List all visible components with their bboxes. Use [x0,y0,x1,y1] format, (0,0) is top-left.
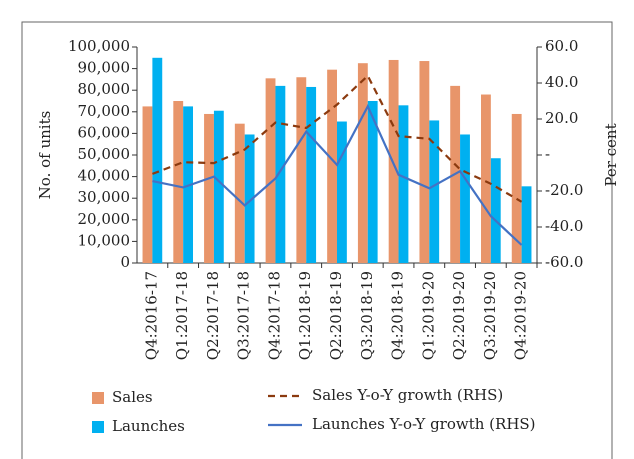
bar [460,134,470,263]
bar [429,120,440,263]
y-tick-label: 30,000 [78,188,131,206]
legend-swatch [92,392,104,404]
x-tick-label: Q1:2019-20 [419,271,437,360]
bar [398,105,409,263]
y2-tick-label: - [545,145,550,163]
x-tick-label: Q3:2018-19 [358,271,376,360]
x-tick-label: Q2:2018-19 [327,271,345,360]
y-tick-label: 0 [120,253,130,271]
y-tick-label: 10,000 [78,231,131,249]
y-tick-label: 20,000 [78,210,131,228]
bar [490,158,501,263]
x-tick-label: Q1:2018-19 [296,271,314,360]
legend-swatch [92,421,104,433]
bar [213,110,224,263]
y-axis-label: No. of units [36,111,54,200]
bar [419,61,430,263]
bar [204,113,214,264]
x-tick-label: Q3:2019-20 [481,271,499,360]
y-tick-label: 40,000 [78,167,131,185]
x-tick-label: Q1:2017-18 [173,271,191,360]
bar [152,57,163,263]
y-tick-label: 100,000 [68,37,130,55]
bar [296,77,307,264]
line [151,73,523,203]
y2-tick-label: 60.0 [545,37,578,55]
x-tick-label: Q4:2019-20 [512,271,530,360]
y-tick-label: 50,000 [78,145,131,163]
y-tick-label: 90,000 [78,59,131,77]
x-tick-label: Q2:2019-20 [450,271,468,360]
bar [337,121,347,264]
legend-label: Launches Y-o-Y growth (RHS) [312,415,536,433]
bar [481,94,491,264]
y2-tick-label: -40.0 [545,217,583,235]
y-tick-label: 60,000 [78,123,131,141]
x-tick-label: Q4:2017-18 [265,271,283,360]
legend-label: Launches [112,417,185,435]
bar [327,69,337,264]
line [152,103,523,246]
x-tick-label: Q4:2016-17 [142,271,160,360]
y2-tick-label: -20.0 [545,181,583,199]
legend-label: Sales [112,388,153,406]
bar [173,101,184,263]
bar [521,186,532,263]
bar [142,106,153,264]
x-tick-label: Q3:2017-18 [235,271,253,360]
y2-tick-label: -60.0 [545,253,583,271]
y-tick-label: 80,000 [78,80,131,98]
bar [234,123,245,264]
bar [357,63,368,264]
x-tick-label: Q4:2018-19 [389,271,407,360]
bar [265,78,276,263]
bar [511,113,522,264]
y2-tick-label: 20.0 [545,109,578,127]
x-tick-label: Q2:2017-18 [204,271,222,360]
y-tick-label: 70,000 [78,102,131,120]
y2-tick-label: 40.0 [545,73,578,91]
bar [244,134,255,263]
legend-label: Sales Y-o-Y growth (RHS) [312,386,503,404]
bar [367,101,378,263]
y2-axis-label: Per cent [602,123,620,186]
bar [275,85,286,263]
bar [306,86,317,264]
